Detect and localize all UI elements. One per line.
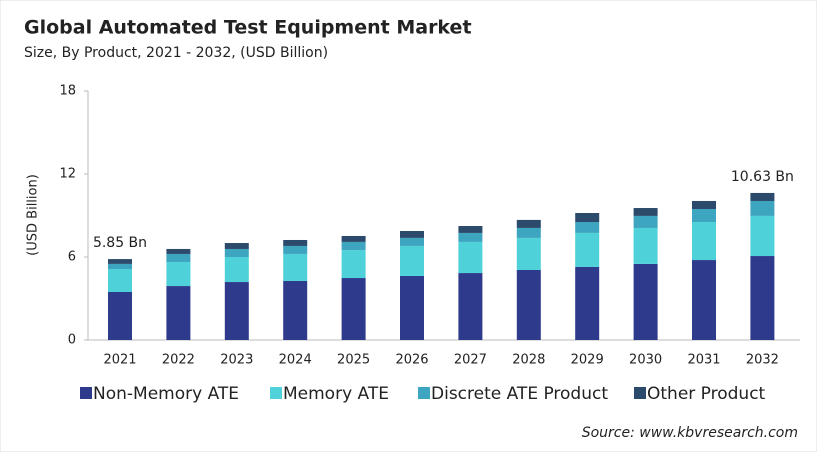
x-tick-label: 2022 [162,353,195,368]
legend-label: Discrete ATE Product [431,384,608,404]
x-tick-label: 2031 [687,353,720,368]
bar-segment [400,275,424,340]
y-axis-label: (USD Billion) [26,174,41,256]
bar-segment [283,253,308,281]
chart-title: Global Automated Test Equipment Market [24,17,472,39]
x-tick-label: 2024 [279,353,312,368]
bar-segment [575,213,600,223]
bar-segment [108,259,132,264]
x-tick-label: 2027 [454,353,487,368]
x-tick-label: 2028 [512,353,545,368]
bar-segment [575,222,600,233]
bar-segment [633,208,658,216]
legend-label: Memory ATE [283,384,389,404]
bar-segment [166,248,191,254]
bar-segment [341,241,366,251]
x-tick-label: 2023 [220,353,253,368]
bar-segment [750,192,775,201]
bar-segment [575,232,600,267]
bar-segment [458,232,483,242]
x-tick-label: 2030 [629,353,662,368]
x-tick-label: 2032 [746,353,779,368]
bar-segment [400,245,424,276]
bar-segment [750,215,775,257]
legend-swatch [270,387,282,399]
legend-swatch [418,387,430,399]
bar-segment [750,200,775,216]
bar-segment [516,270,541,340]
bar-segment [224,248,249,257]
bar-segment [633,227,658,264]
bar-segment [108,291,132,340]
y-tick-label: 18 [59,84,76,99]
bar-segment [108,269,132,292]
x-tick-label: 2026 [395,353,428,368]
bar-segment [575,266,600,340]
bar-segment [341,235,366,242]
bar-segment [166,261,191,287]
legend-label: Non-Memory ATE [93,384,239,404]
source: Source: www.kbvresearch.com [582,425,798,441]
bar-segment [633,263,658,340]
bar-segment [166,253,191,262]
bar-segment [633,215,658,228]
bar-segment [400,237,424,246]
bar-segment [692,208,716,223]
legend-swatch [634,387,646,399]
bar-segment [108,263,132,270]
total-label: 5.85 Bn [93,235,147,251]
bar-segment [458,241,483,274]
bar-segment [224,282,249,340]
x-tick-label: 2025 [337,353,370,368]
bar-segment [283,245,308,254]
x-tick-label: 2021 [103,353,136,368]
bar-segment [458,226,483,233]
bar-segment [400,230,424,238]
bar-segment [224,243,249,249]
total-label: 10.63 Bn [731,169,794,185]
y-tick-label: 0 [68,333,76,348]
bar-segment [458,273,483,340]
bar-segment [692,260,716,340]
x-tick-label: 2029 [571,353,604,368]
bar-segment [283,280,308,340]
bar-segment [341,278,366,340]
chart-subtitle: Size, By Product, 2021 - 2032, (USD Bill… [24,45,328,61]
bar-segment [516,227,541,238]
bar-segment [516,219,541,228]
bar-segment [166,286,191,340]
legend-swatch [80,387,92,399]
bar-segment [516,237,541,271]
bar-segment [692,222,716,261]
bar-segment [750,256,775,340]
bar-segment [283,239,308,246]
bar-segment [224,257,249,283]
y-tick-label: 12 [59,167,76,182]
legend-label: Other Product [647,384,766,404]
bar-segment [692,200,716,209]
y-tick-label: 6 [68,250,76,265]
bar-segment [341,250,366,279]
